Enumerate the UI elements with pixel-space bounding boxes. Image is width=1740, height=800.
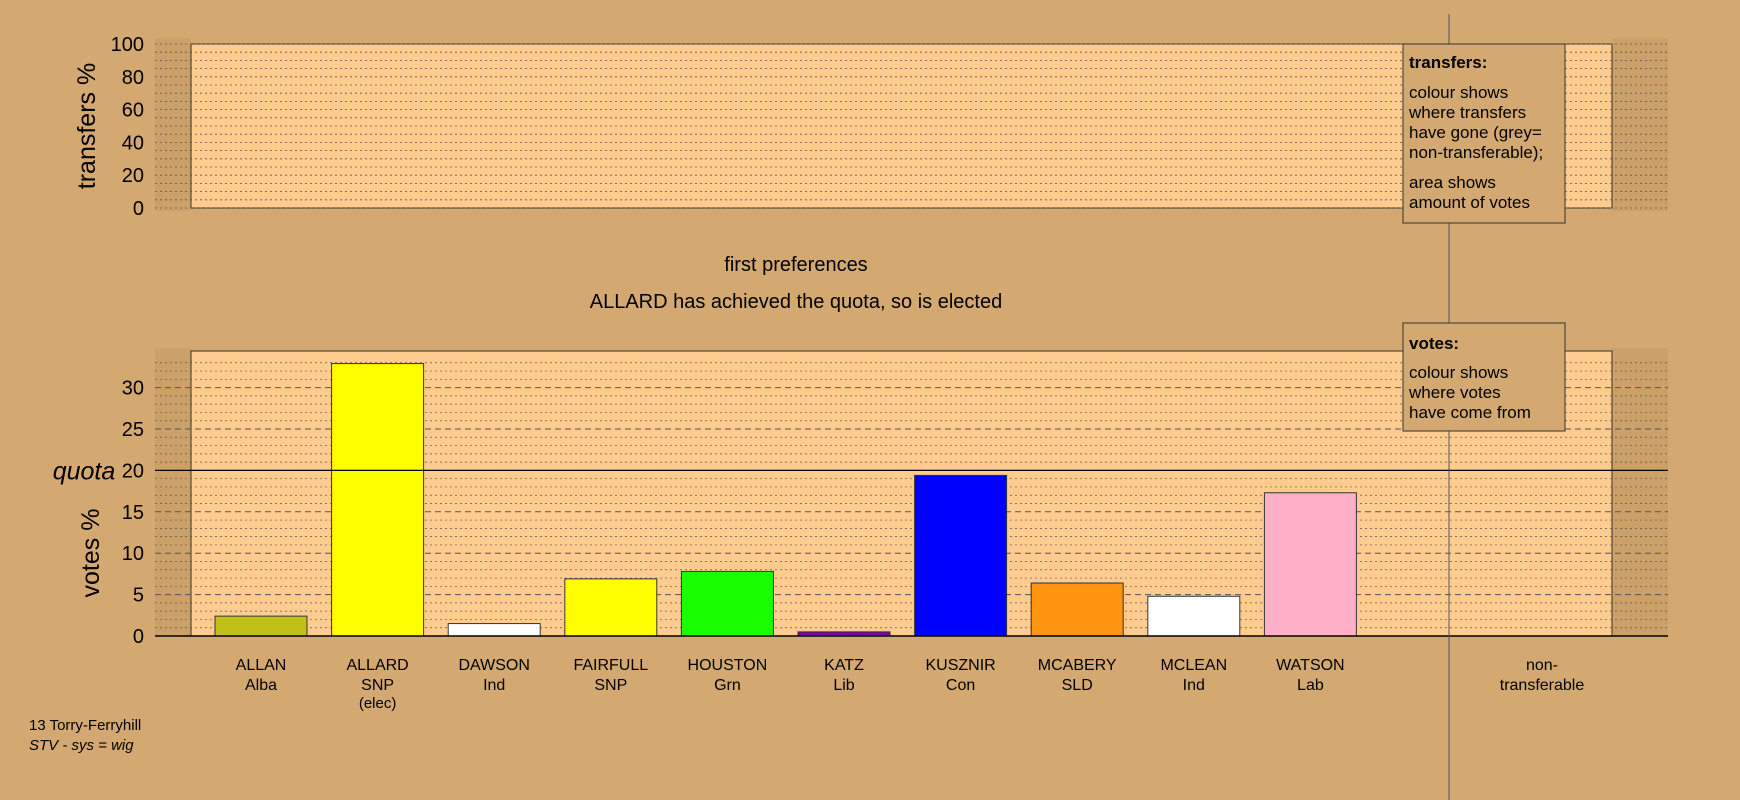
transfers-legend-line: amount of votes <box>1409 193 1530 212</box>
votes-tick-label: 5 <box>133 585 144 607</box>
candidate-party: Lab <box>1297 677 1324 694</box>
votes-axis-label: votes % <box>77 509 105 598</box>
votes-legend-line: colour shows <box>1409 363 1508 382</box>
votes-legend-line: have come from <box>1409 403 1531 422</box>
transfers-tick-labels: 0 20 40 60 80 100 <box>111 34 144 220</box>
candidate-name: MCLEAN <box>1160 657 1227 674</box>
vote-bar-allan <box>214 615 308 637</box>
candidate-party: Lib <box>833 677 854 694</box>
transfers-legend-line: have gone (grey= <box>1409 123 1542 142</box>
transfers-legend-box: transfers: colour shows where transfers … <box>1402 43 1566 224</box>
votes-tick-label: 10 <box>122 543 144 565</box>
transfers-legend-title: transfers: <box>1409 53 1487 72</box>
candidate-party: SLD <box>1062 677 1093 694</box>
transfers-tick-label: 0 <box>133 198 144 220</box>
candidate-name: DAWSON <box>458 657 529 674</box>
quota-label: quota <box>53 457 116 485</box>
candidate-party: Con <box>946 677 975 694</box>
candidate-labels: ALLANAlbaALLARDSNP(elec)DAWSONIndFAIRFUL… <box>236 657 1345 712</box>
vote-bar-fairfull <box>564 578 658 637</box>
vote-bar-watson <box>1263 492 1357 637</box>
nontransferable-label-line2: transferable <box>1500 677 1585 694</box>
votes-legend-line: where votes <box>1408 383 1501 402</box>
votes-panel: 0 5 10 15 20 25 30 quota votes % ALLAN Alba ALLA… <box>53 350 1668 712</box>
candidate-party: Ind <box>1183 677 1205 694</box>
candidate-name: FAIRFULL <box>573 657 648 674</box>
candidate-party: Alba <box>245 677 277 694</box>
votes-plot-area <box>190 350 1613 637</box>
transfers-tick-label: 40 <box>122 132 144 154</box>
candidate-name: ALLARD <box>346 657 408 674</box>
ward-name: 13 Torry-Ferryhill <box>29 717 141 734</box>
transfers-tick-label: 20 <box>122 165 144 187</box>
votes-tick-labels: 0 5 10 15 20 25 30 <box>122 378 144 648</box>
transfers-tick-label: 60 <box>122 100 144 122</box>
votes-legend-title: votes: <box>1409 334 1459 353</box>
vote-bar-houston <box>680 570 774 637</box>
transfers-legend-line: area shows <box>1409 173 1496 192</box>
votes-tick-label: 25 <box>122 419 144 441</box>
vote-bar-mcabery <box>1030 582 1124 637</box>
transfers-tick-label: 100 <box>111 34 144 56</box>
vote-bar-allard <box>331 363 425 637</box>
candidate-name: MCABERY <box>1038 657 1117 674</box>
vote-bar-kusznir <box>914 474 1008 637</box>
transfers-axis-label: transfers % <box>73 63 101 189</box>
stage-subtitle: ALLARD has achieved the quota, so is ele… <box>590 291 1002 313</box>
candidate-party: Ind <box>483 677 505 694</box>
candidate-name: WATSON <box>1276 657 1344 674</box>
transfers-legend-line: non-transferable); <box>1409 143 1543 162</box>
transfers-legend-line: colour shows <box>1409 83 1508 102</box>
candidate-name: KATZ <box>824 657 864 674</box>
votes-tick-label: 15 <box>122 502 144 524</box>
votes-tick-label: 0 <box>133 626 144 648</box>
candidate-party: Grn <box>714 677 741 694</box>
candidate-party: SNP <box>594 677 627 694</box>
nontransferable-label-line1: non- <box>1526 657 1558 674</box>
candidate-name: KUSZNIR <box>925 657 995 674</box>
votes-legend-box: votes: colour shows where votes have com… <box>1402 322 1566 432</box>
votes-bars <box>214 363 1357 637</box>
transfers-legend-line: where transfers <box>1408 103 1526 122</box>
candidate-party: SNP <box>361 677 394 694</box>
candidate-status: (elec) <box>359 695 397 712</box>
vote-bar-mclean <box>1147 595 1241 637</box>
votes-tick-label: 20 <box>122 460 144 482</box>
candidate-name: HOUSTON <box>688 657 768 674</box>
counting-system: STV - sys = wig <box>29 737 134 754</box>
candidate-name: ALLAN <box>236 657 287 674</box>
vote-bar-dawson <box>447 623 541 637</box>
stage-title: first preferences <box>724 254 867 276</box>
transfers-tick-label: 80 <box>122 67 144 89</box>
votes-tick-label: 30 <box>122 378 144 400</box>
